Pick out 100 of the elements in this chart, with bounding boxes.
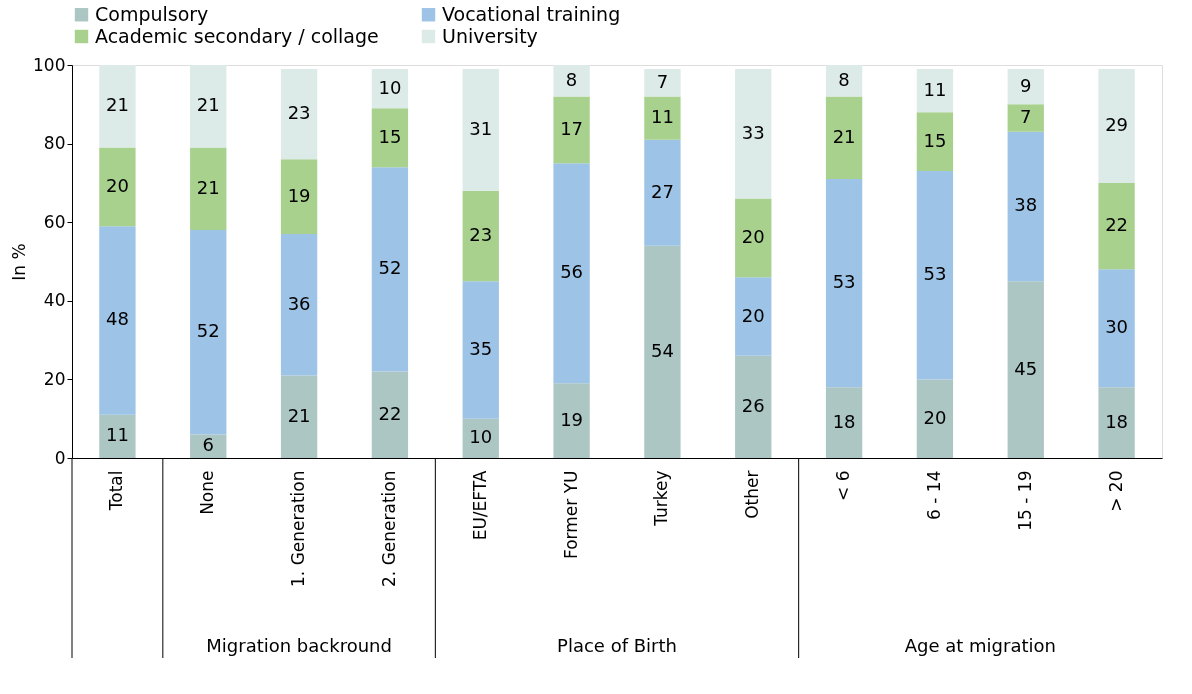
data-label: 27 bbox=[650, 180, 674, 202]
bar bbox=[280, 233, 318, 376]
bar bbox=[99, 414, 136, 458]
bar bbox=[1007, 131, 1044, 282]
data-label: 53 bbox=[923, 263, 947, 285]
x-tick-label: > 20 bbox=[1105, 470, 1126, 512]
x-tick-label: 15 - 19 bbox=[1014, 470, 1035, 531]
bar bbox=[916, 112, 954, 172]
data-label: 54 bbox=[650, 339, 674, 361]
bar bbox=[1007, 68, 1044, 105]
bar bbox=[825, 96, 863, 179]
data-label: 31 bbox=[469, 117, 493, 139]
legend-label: Compulsory bbox=[95, 2, 209, 25]
data-label: 30 bbox=[1105, 316, 1129, 338]
y-tick-label: 20 bbox=[43, 368, 66, 389]
x-tick-label: EU/EFTA bbox=[469, 470, 490, 541]
bar bbox=[644, 96, 681, 140]
data-label: 21 bbox=[832, 125, 856, 147]
data-label: 22 bbox=[1105, 214, 1129, 236]
bar bbox=[916, 171, 954, 380]
bar bbox=[735, 198, 772, 278]
bar bbox=[916, 68, 954, 113]
x-tick-label: Former YU bbox=[560, 470, 581, 560]
data-label: 33 bbox=[741, 121, 765, 143]
bar bbox=[916, 379, 954, 458]
data-label: 9 bbox=[1020, 74, 1032, 96]
text: Migration backround bbox=[206, 635, 392, 656]
bar bbox=[1098, 269, 1135, 388]
x-tick-label: Turkey bbox=[651, 470, 672, 527]
data-label: 20 bbox=[741, 225, 765, 247]
bar bbox=[553, 383, 590, 458]
bar bbox=[644, 68, 681, 97]
bar bbox=[462, 68, 499, 191]
data-label: 7 bbox=[656, 70, 669, 92]
bar bbox=[735, 277, 772, 356]
x-tick-label: 2. Generation bbox=[378, 470, 399, 587]
data-label: 21 bbox=[105, 94, 129, 116]
bar bbox=[99, 226, 136, 415]
data-label: 15 bbox=[923, 129, 947, 151]
data-label: 35 bbox=[469, 337, 493, 359]
bar bbox=[553, 96, 590, 164]
data-label: 20 bbox=[741, 304, 765, 326]
bar bbox=[371, 167, 409, 372]
bar bbox=[825, 178, 863, 388]
data-label: 29 bbox=[1105, 113, 1129, 135]
data-label: 18 bbox=[1105, 410, 1129, 432]
bar bbox=[462, 190, 499, 282]
legend-label: University bbox=[442, 24, 538, 47]
y-tick-label: 40 bbox=[43, 290, 66, 311]
legend-label: Academic secondary / collage bbox=[95, 24, 379, 47]
bar bbox=[99, 147, 136, 227]
data-label: 15 bbox=[378, 125, 402, 147]
bar bbox=[371, 371, 409, 458]
data-label: 38 bbox=[1014, 194, 1038, 216]
bar bbox=[190, 147, 227, 231]
data-label: 6 bbox=[202, 434, 214, 456]
data-label: 11 bbox=[923, 78, 947, 100]
bar bbox=[280, 375, 318, 458]
x-tick-label: 1. Generation bbox=[288, 470, 309, 587]
bar bbox=[99, 65, 136, 148]
bar bbox=[825, 387, 863, 458]
bar bbox=[825, 65, 863, 97]
data-label: 10 bbox=[378, 76, 402, 98]
data-label: 8 bbox=[838, 68, 850, 90]
bar bbox=[1098, 182, 1135, 270]
data-label: 19 bbox=[560, 408, 584, 430]
data-label: 21 bbox=[287, 404, 311, 426]
data-label: 21 bbox=[196, 176, 220, 198]
bar bbox=[735, 355, 772, 458]
data-label: 7 bbox=[1020, 106, 1032, 128]
data-label: 22 bbox=[378, 402, 402, 424]
bar bbox=[735, 68, 772, 199]
y-tick-label: 100 bbox=[33, 54, 66, 75]
data-label: 23 bbox=[469, 223, 493, 245]
bar bbox=[371, 108, 409, 168]
x-tick-label: Total bbox=[106, 470, 127, 512]
y-tick-label: 0 bbox=[54, 447, 66, 468]
bar bbox=[462, 281, 499, 419]
data-label: 19 bbox=[287, 184, 311, 206]
bar bbox=[553, 163, 590, 384]
bar bbox=[190, 230, 227, 435]
bar bbox=[190, 434, 227, 458]
bar bbox=[1098, 387, 1135, 458]
x-tick-label: Other bbox=[742, 470, 763, 519]
data-label: 11 bbox=[105, 424, 129, 446]
x-tick-label: None bbox=[197, 470, 218, 515]
text: Place of Birth bbox=[557, 635, 677, 656]
data-label: 36 bbox=[287, 292, 311, 314]
x-tick-label: 6 - 14 bbox=[923, 470, 944, 520]
legend-label: Vocational training bbox=[442, 2, 621, 25]
bar bbox=[1098, 68, 1135, 183]
data-label: 10 bbox=[469, 426, 493, 448]
y-tick-label: 80 bbox=[43, 133, 66, 154]
bar bbox=[1007, 104, 1044, 132]
data-label: 21 bbox=[196, 94, 220, 116]
bar bbox=[644, 245, 681, 458]
data-label: 11 bbox=[650, 106, 674, 128]
bar bbox=[190, 65, 227, 148]
text: Age at migration bbox=[904, 635, 1056, 656]
data-label: 45 bbox=[1014, 357, 1038, 379]
